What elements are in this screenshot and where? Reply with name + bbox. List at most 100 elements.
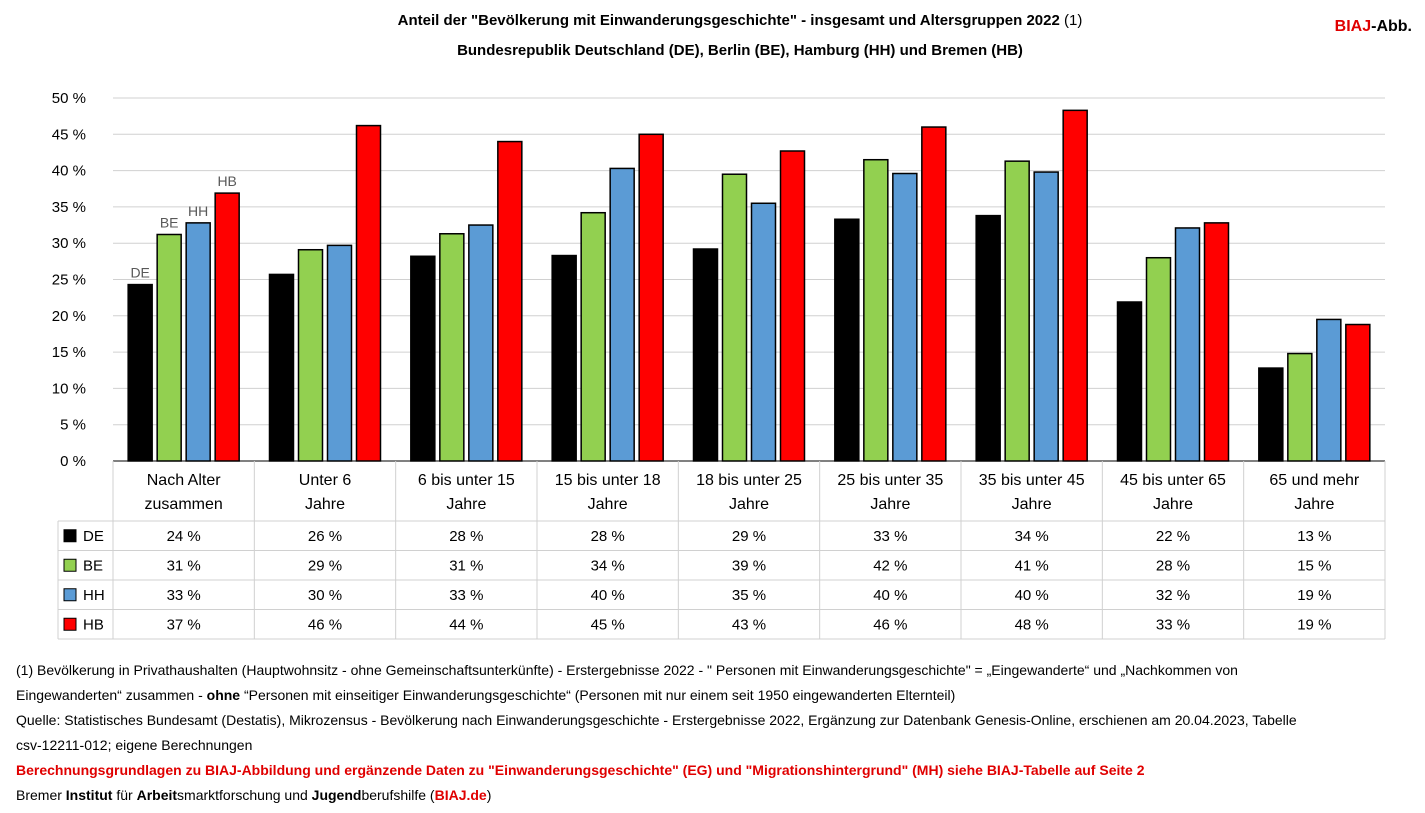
biaj-logo-suffix: -Abb. bbox=[1371, 18, 1412, 35]
bar-hh bbox=[326, 244, 353, 462]
bar-series-label: HB bbox=[217, 173, 236, 189]
institute-part: Bremer bbox=[16, 787, 66, 803]
data-table-cell: 39 % bbox=[732, 557, 766, 574]
category-label: 65 und mehr bbox=[1269, 472, 1360, 489]
data-table-cell: 19 % bbox=[1297, 587, 1331, 604]
bar-be bbox=[1145, 256, 1172, 462]
category-label: 18 bis unter 25 bbox=[696, 472, 802, 489]
bar-hh bbox=[892, 172, 918, 462]
footnote-text: Eingewanderten“ zusammen - bbox=[16, 687, 207, 703]
institute-part: für bbox=[112, 787, 137, 803]
bar-series-label: DE bbox=[130, 265, 149, 281]
bar-de bbox=[692, 248, 719, 462]
y-tick-label: 0 % bbox=[60, 453, 86, 470]
category-label: Nach Alter bbox=[147, 472, 221, 489]
data-table-cell: 22 % bbox=[1156, 528, 1190, 545]
category-label: Jahre bbox=[1153, 496, 1193, 513]
data-table-cell: 34 % bbox=[591, 557, 625, 574]
data-table-cell: 34 % bbox=[1015, 528, 1049, 545]
source-line: Quelle: Statistisches Bundesamt (Destati… bbox=[16, 712, 1297, 728]
chart-title: Anteil der "Bevölkerung mit Einwanderung… bbox=[0, 12, 1425, 29]
bar-hh bbox=[750, 202, 777, 462]
bar-de bbox=[834, 218, 860, 462]
data-table-cell: 24 % bbox=[167, 528, 201, 545]
bar-be bbox=[297, 248, 324, 462]
y-tick-label: 25 % bbox=[52, 272, 86, 289]
data-table-cell: 33 % bbox=[167, 587, 201, 604]
category-label: 35 bis unter 45 bbox=[979, 472, 1085, 489]
category-label: 25 bis unter 35 bbox=[837, 472, 943, 489]
data-table-cell: 40 % bbox=[591, 587, 625, 604]
legend-label: HH bbox=[83, 587, 105, 604]
bar-hh bbox=[185, 222, 211, 462]
chart-title-text: Anteil der "Bevölkerung mit Einwanderung… bbox=[397, 12, 1060, 29]
bar-hb bbox=[497, 140, 523, 462]
bar-de bbox=[975, 214, 1001, 462]
data-table-cell: 19 % bbox=[1297, 616, 1331, 633]
category-label: Unter 6 bbox=[299, 472, 352, 489]
bar-hb bbox=[1203, 222, 1230, 462]
bar-hb bbox=[355, 124, 382, 462]
bar-hb bbox=[1062, 109, 1088, 462]
institute-part: smarktforschung und bbox=[177, 787, 312, 803]
bar-be bbox=[580, 211, 606, 462]
data-table-cell: 32 % bbox=[1156, 587, 1190, 604]
institute-line: Bremer Institut für Arbeitsmarktforschun… bbox=[16, 783, 1416, 808]
category-label: 45 bis unter 65 bbox=[1120, 472, 1226, 489]
category-label: 15 bis unter 18 bbox=[555, 472, 661, 489]
legend-label: DE bbox=[83, 528, 104, 545]
legend-label: HB bbox=[83, 616, 104, 633]
data-table-cell: 30 % bbox=[308, 587, 342, 604]
bar-hb bbox=[779, 150, 806, 462]
bar-hb bbox=[214, 192, 240, 462]
y-tick-label: 20 % bbox=[52, 308, 86, 325]
category-label: Jahre bbox=[305, 496, 345, 513]
bar-hb bbox=[638, 133, 664, 462]
footnote-bold: ohne bbox=[206, 687, 241, 703]
institute-part: berufshilfe ( bbox=[361, 787, 435, 803]
institute-part: ) bbox=[486, 787, 492, 803]
category-label: 6 bis unter 15 bbox=[418, 472, 515, 489]
biaj-logo: BIAJ-Abb. bbox=[1335, 18, 1412, 36]
legend-label: BE bbox=[83, 557, 103, 574]
institute-part: Jugend bbox=[311, 787, 362, 803]
legend-key-hb bbox=[63, 617, 77, 631]
bar-series-label: HH bbox=[188, 203, 208, 219]
data-table-cell: 46 % bbox=[873, 616, 907, 633]
bar-hh bbox=[1174, 227, 1201, 462]
y-tick-label: 40 % bbox=[52, 163, 86, 180]
data-table-cell: 13 % bbox=[1297, 528, 1331, 545]
y-tick-label: 45 % bbox=[52, 126, 86, 143]
y-tick-label: 30 % bbox=[52, 235, 86, 252]
data-table-cell: 37 % bbox=[167, 616, 201, 633]
data-table-cell: 33 % bbox=[449, 587, 483, 604]
data-table-cell: 29 % bbox=[308, 557, 342, 574]
category-label: zusammen bbox=[145, 496, 223, 513]
bar-be bbox=[1287, 352, 1313, 462]
bar-be bbox=[156, 233, 182, 462]
bar-hb bbox=[1345, 323, 1371, 462]
legend-key-hh bbox=[63, 588, 77, 602]
bar-de bbox=[127, 283, 153, 462]
category-label: Jahre bbox=[588, 496, 628, 513]
data-table-cell: 35 % bbox=[732, 587, 766, 604]
bar-series-label: BE bbox=[160, 214, 179, 230]
y-tick-label: 35 % bbox=[52, 199, 86, 216]
bar-be bbox=[863, 158, 889, 462]
source-line: csv-12211-012; eigene Berechnungen bbox=[16, 737, 253, 753]
bar-hh bbox=[609, 167, 635, 462]
data-table-cell: 31 % bbox=[449, 557, 483, 574]
biaj-link[interactable]: BIAJ.de bbox=[434, 787, 487, 803]
bar-de bbox=[551, 254, 577, 462]
data-table-cell: 43 % bbox=[732, 616, 766, 633]
bar-be bbox=[721, 173, 748, 462]
bar-de bbox=[410, 255, 436, 462]
bar-de bbox=[268, 273, 295, 462]
chart-title-note: (1) bbox=[1063, 12, 1083, 29]
category-label: Jahre bbox=[729, 496, 769, 513]
category-label: Jahre bbox=[446, 496, 486, 513]
institute-part: Arbeit bbox=[136, 787, 178, 803]
data-table-cell: 28 % bbox=[449, 528, 483, 545]
data-table-cell: 42 % bbox=[873, 557, 907, 574]
data-table-cell: 28 % bbox=[591, 528, 625, 545]
